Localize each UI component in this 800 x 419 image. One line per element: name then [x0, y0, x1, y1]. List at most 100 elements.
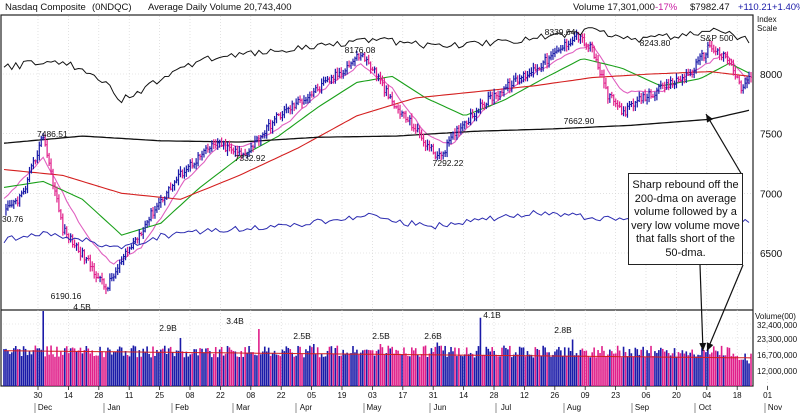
- volume-bar: [412, 350, 415, 386]
- price-label: 7486.51: [37, 129, 68, 139]
- volume-bar: [428, 353, 431, 386]
- volume-bar: [281, 349, 284, 386]
- volume-tick-label: 23,300,000: [757, 335, 798, 344]
- volume-bar: [589, 357, 592, 386]
- volume-bar: [401, 354, 403, 386]
- volume-bar: [91, 350, 94, 386]
- volume-bar: [424, 345, 427, 386]
- volume-bar: [618, 350, 621, 386]
- volume-bar: [273, 350, 276, 386]
- volume-bar: [411, 347, 413, 386]
- volume-bar: [34, 345, 37, 386]
- volume-bar: [283, 351, 286, 386]
- volume-bar: [260, 354, 262, 386]
- volume-bar: [105, 351, 107, 386]
- change-text: +110.21: [738, 2, 772, 13]
- month-label: May: [366, 403, 381, 412]
- volume-bar: [116, 349, 119, 386]
- volume-bar: [275, 354, 278, 386]
- day-tick-label: 09: [581, 391, 590, 400]
- volume-bar: [652, 355, 654, 386]
- volume-bar: [340, 355, 343, 386]
- volume-bar: [593, 347, 595, 386]
- volume-bar: [130, 348, 133, 386]
- annotation-arrow-line: [705, 113, 743, 176]
- change-pct-text: +1.40%: [772, 2, 800, 13]
- sp500-line: [3, 27, 750, 104]
- volume-label: 4.1B: [483, 310, 501, 320]
- volume-bar: [463, 354, 466, 386]
- volume-bar: [530, 354, 533, 386]
- volume-bar: [630, 353, 633, 386]
- volume-bar: [710, 352, 713, 386]
- month-label: Sep: [635, 403, 650, 412]
- volume-bar: [289, 349, 292, 386]
- day-tick-label: 01: [763, 391, 772, 400]
- volume-bar: [114, 352, 117, 386]
- volume-bar: [542, 345, 544, 386]
- volume-bar: [71, 347, 74, 386]
- volume-bar: [505, 347, 507, 386]
- volume-bar: [395, 349, 397, 386]
- volume-bar: [497, 356, 499, 386]
- month-label: Feb: [175, 403, 189, 412]
- volume-axis-title: Volume(00): [755, 312, 796, 321]
- volume-bar: [487, 348, 490, 386]
- volume-bar: [561, 356, 564, 386]
- volume-bar: [201, 348, 203, 386]
- volume-bar: [663, 351, 666, 386]
- volume-bar: [167, 348, 170, 386]
- price-tick-label: 7000: [760, 189, 783, 200]
- volume-bar: [56, 346, 58, 386]
- volume-bar: [128, 356, 131, 386]
- volume-bar: [471, 353, 474, 386]
- volume-bar: [111, 354, 113, 386]
- annotation-arrows: [699, 113, 744, 352]
- month-label: Aug: [567, 403, 581, 412]
- volume-bar: [558, 346, 560, 386]
- volume-bar: [718, 354, 721, 386]
- volume-bar: [87, 348, 90, 386]
- volume-bar: [107, 347, 109, 386]
- volume-bar: [122, 355, 125, 386]
- volume-bar: [16, 349, 19, 386]
- volume-bar: [244, 347, 246, 386]
- volume-bar: [250, 352, 252, 386]
- volume-bar: [734, 356, 737, 386]
- volume-bar: [85, 345, 88, 386]
- day-tick-label: 22: [216, 391, 225, 400]
- volume-bar: [132, 345, 135, 386]
- volume-bar: [503, 345, 505, 386]
- axes: 8000 7500 7000 6500 Volume(00)32,400,000 23,3…: [34, 70, 798, 413]
- volume-tick-label: 12,000,000: [757, 367, 798, 376]
- volume-bar: [22, 346, 25, 386]
- volume-bar: [385, 353, 388, 386]
- day-tick-label: 05: [307, 391, 316, 400]
- volume-bar: [218, 349, 221, 386]
- volume-bar: [722, 355, 725, 386]
- volume-bar: [214, 347, 217, 386]
- day-tick-label: 08: [186, 391, 195, 400]
- volume-label: 2.5B: [293, 331, 311, 341]
- price-tick-label: 7500: [760, 130, 783, 141]
- volume-bar: [732, 353, 735, 386]
- price-labels: 7486.51 30.76 6190.16 7332.92 8176.08 7292.22…: [2, 27, 671, 341]
- volume-bar: [671, 353, 674, 386]
- volume-bar: [716, 351, 719, 386]
- volume-bar: [532, 357, 535, 386]
- price-label: 30.76: [2, 214, 24, 224]
- volume-bar: [383, 354, 386, 386]
- volume-bar: [636, 349, 639, 386]
- volume-bar: [740, 359, 742, 386]
- volume-bar: [197, 355, 199, 386]
- volume-bar: [673, 348, 676, 386]
- volume-bar: [328, 346, 331, 386]
- volume-label: 2.6B: [424, 331, 442, 341]
- volume-bar: [454, 347, 456, 386]
- volume-bar: [699, 355, 701, 386]
- day-tick-label: 31: [429, 391, 438, 400]
- volume-bar: [391, 346, 394, 386]
- volume-bar: [42, 311, 45, 386]
- volume-bar: [187, 356, 190, 386]
